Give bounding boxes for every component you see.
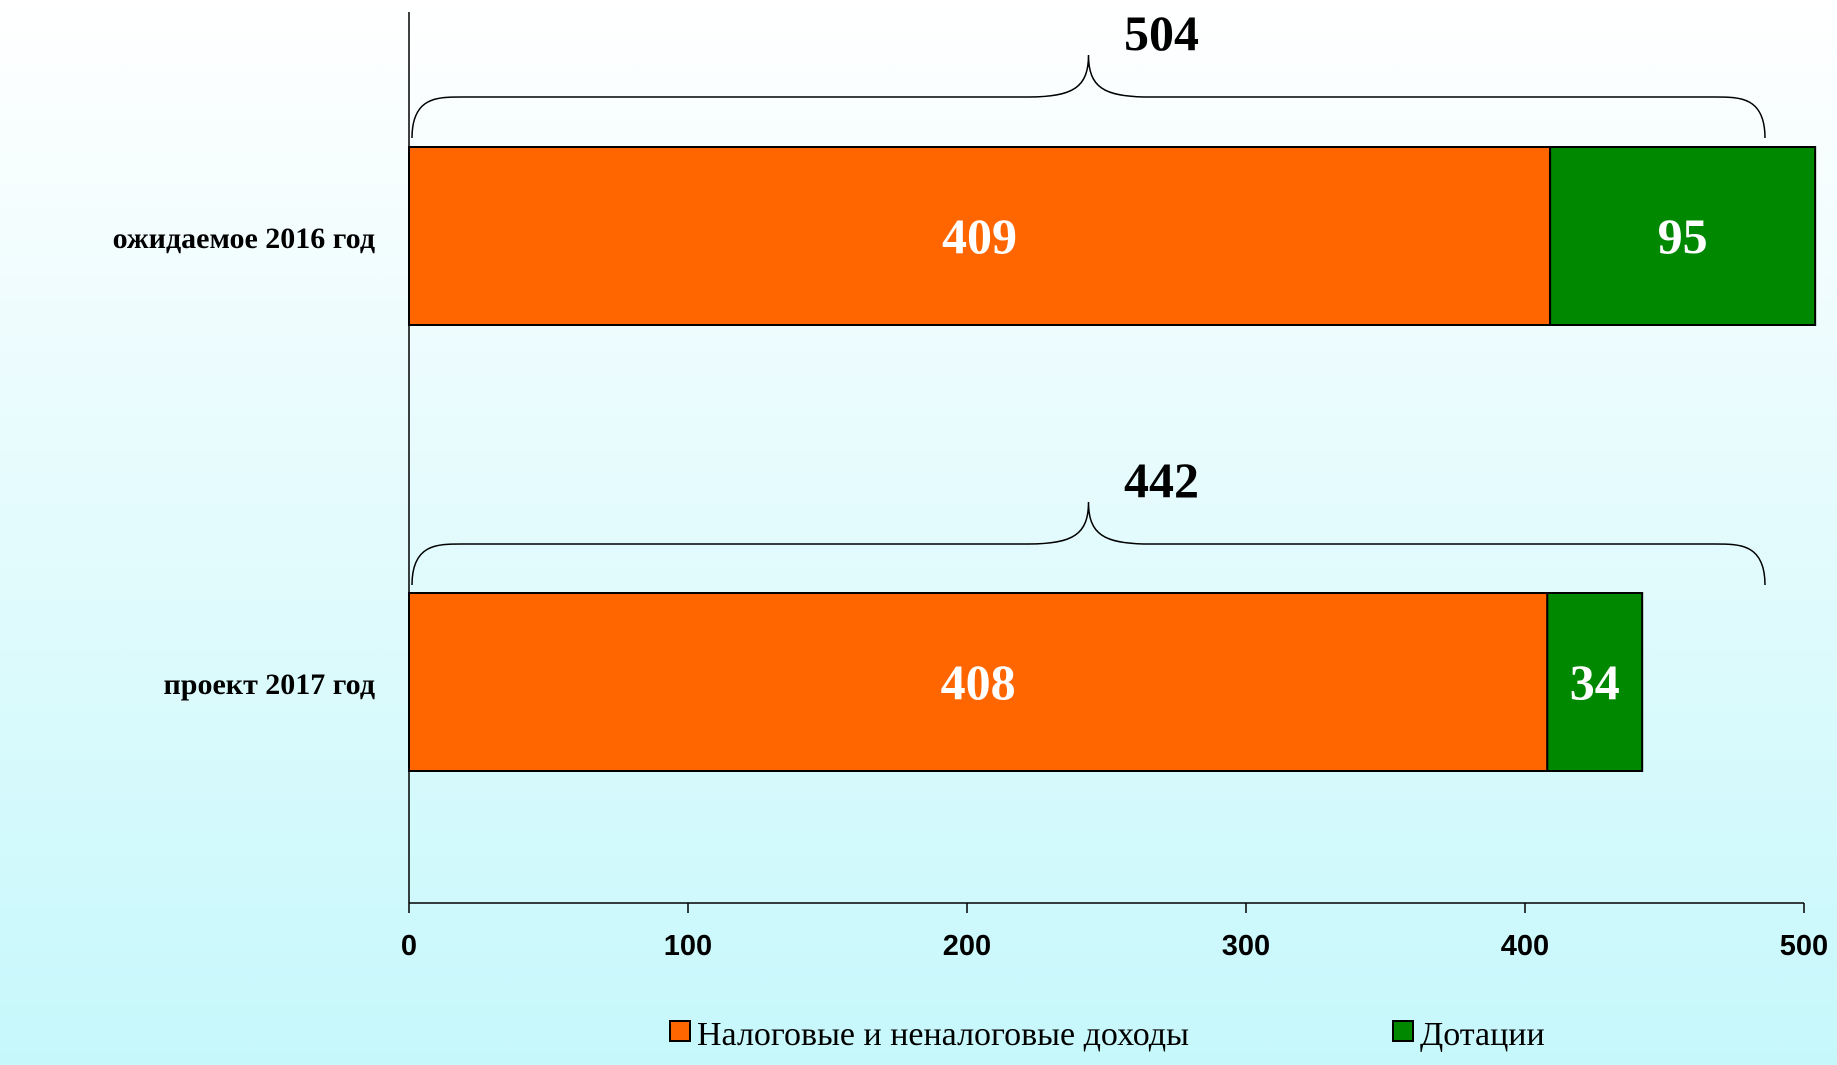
bar-segment: [1549, 146, 1817, 326]
x-tick-label: 200: [943, 930, 991, 962]
segment-value-label: 408: [941, 654, 1016, 710]
legend-swatch: [669, 1020, 691, 1042]
segment-value-label: 34: [1570, 654, 1620, 710]
segment-value-label: 409: [942, 208, 1017, 264]
total-value-label: 504: [1124, 5, 1199, 61]
axis-group: 0 100 200 300 400 500: [401, 12, 1828, 962]
total-value-label: 442: [1124, 452, 1199, 508]
bar-segment: [1546, 592, 1644, 772]
legend-label: Дотации: [1420, 1016, 1545, 1053]
x-tick-label: 300: [1222, 930, 1270, 962]
x-tick-label: 0: [401, 930, 417, 962]
legend-swatch: [1392, 1020, 1414, 1042]
total-brackets: [411, 54, 1766, 586]
segment-value-label: 95: [1658, 208, 1708, 264]
total-bracket: [411, 501, 1766, 586]
x-tick-label: 100: [664, 930, 712, 962]
category-label: ожидаемое 2016 год: [113, 222, 375, 255]
legend-label: Налоговые и неналоговые доходы: [697, 1016, 1189, 1053]
x-tick-label: 500: [1780, 930, 1828, 962]
bars-group: [408, 146, 1817, 772]
bar-segment: [408, 146, 1552, 326]
labels-group: ожидаемое 2016 год 409 95 504 проект 2017 го…: [113, 5, 1708, 710]
legend: Налоговые и неналоговые доходы Дотации: [669, 1016, 1545, 1053]
x-tick-label: 400: [1501, 930, 1549, 962]
total-bracket: [411, 54, 1766, 139]
category-label: проект 2017 год: [164, 668, 376, 701]
